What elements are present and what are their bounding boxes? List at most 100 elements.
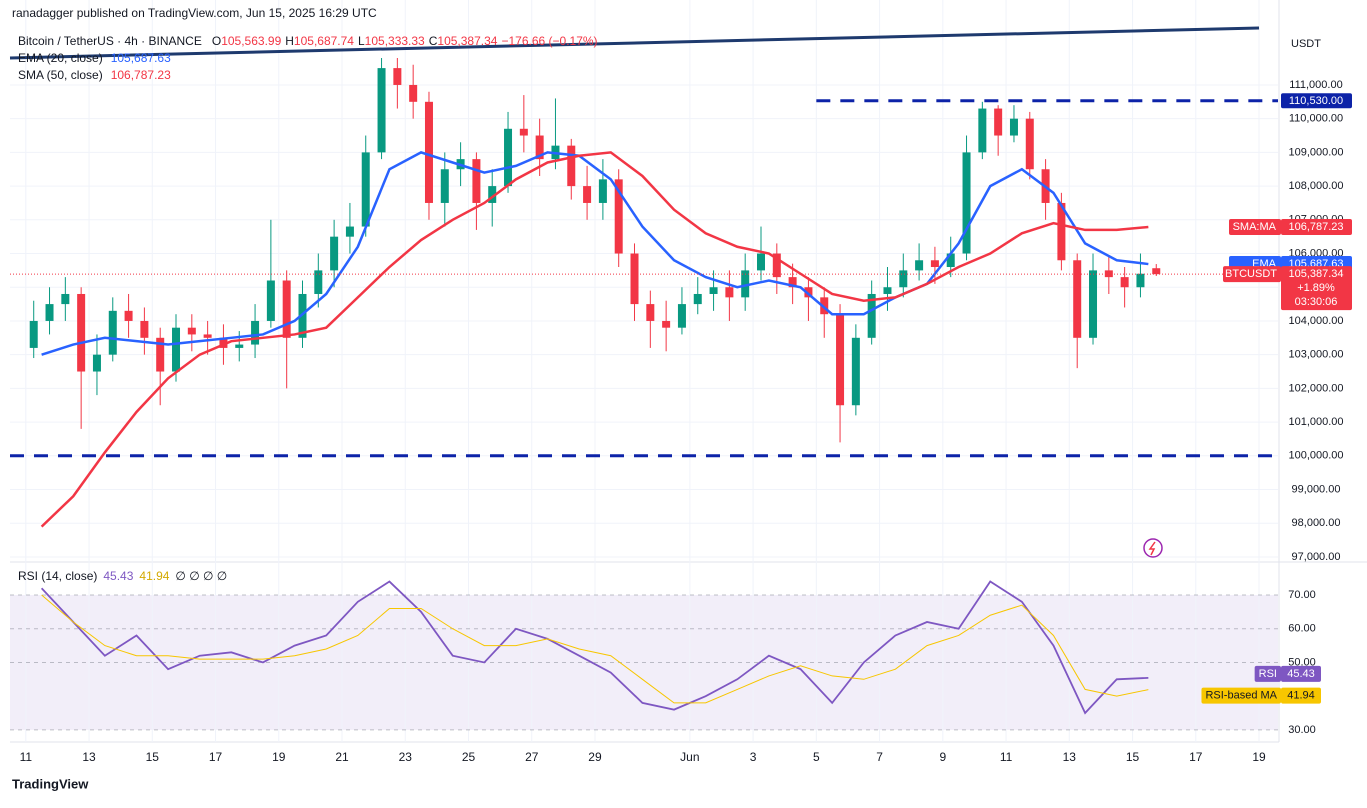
legend-value: 105,387.34 (437, 34, 497, 48)
candle-body (1089, 270, 1098, 338)
x-tick-label: 7 (876, 750, 883, 764)
legend: EMA (20, close) 105,687.63 (18, 51, 171, 65)
candle-body (788, 277, 797, 288)
rsi-tag-label: 45.43 (1287, 668, 1315, 680)
x-tick-label: 19 (1252, 750, 1266, 764)
price-tag (1281, 218, 1352, 235)
candle-body (693, 293, 702, 305)
candle-body (1136, 273, 1145, 288)
candle-body (187, 327, 196, 335)
candle-body (77, 293, 86, 372)
y-tick-label: 102,000.00 (1288, 382, 1343, 394)
legend: RSI (14, close) 45.43 41.94 ∅ ∅ ∅ ∅ (18, 569, 227, 583)
x-tick-label: 21 (335, 750, 349, 764)
candle-body (219, 337, 228, 348)
candle-body (409, 84, 418, 102)
y-tick-label: 50.00 (1288, 656, 1316, 668)
indicator-tag-name (1229, 218, 1281, 235)
currency: USDT (1291, 38, 1321, 50)
candle-body (851, 337, 860, 406)
price-tag (1281, 93, 1352, 109)
x-tick-label: 27 (525, 750, 539, 764)
y-tick-label: 111,000.00 (1289, 79, 1342, 91)
x-tick-label: 5 (813, 750, 820, 764)
brand: TradingView (12, 776, 89, 791)
y-tick-label: 110,000.00 (1289, 113, 1343, 125)
candle-body (235, 344, 244, 348)
rsi-tag-name-bg (1201, 687, 1281, 704)
price-tag-label: 106,787.23 (1288, 221, 1343, 233)
rsi-tag-label: 41.94 (1287, 690, 1315, 702)
candle-body (282, 280, 291, 338)
x-tick-label: 3 (750, 750, 757, 764)
y-tick-label: 99,000.00 (1292, 483, 1341, 495)
legend-value: 105,563.99 (221, 34, 281, 48)
y-tick-label: 97,000.00 (1292, 551, 1341, 563)
y-tick-label: 106,000.00 (1288, 247, 1343, 259)
x-tick-label: 11 (20, 750, 33, 764)
candle-body (772, 253, 781, 278)
candle-body (472, 159, 481, 203)
candle-body (836, 314, 845, 406)
indicator-line (41, 594, 1149, 704)
candle-body (504, 128, 513, 187)
y-tick-label: 108,000.00 (1288, 180, 1343, 192)
rsi-tag-name-bg (1254, 665, 1281, 682)
x-tick-label: 13 (82, 750, 96, 764)
candle-body (930, 260, 939, 268)
candle-body (203, 334, 212, 338)
price-tag-label: 03:30:06 (1295, 296, 1338, 308)
candle-body (756, 253, 765, 271)
legend-key: C (429, 34, 438, 48)
candle-body (393, 68, 402, 85)
x-tick-label: 9 (939, 750, 946, 764)
candle-body (361, 152, 370, 227)
candle-body (883, 287, 892, 294)
candle-body (535, 135, 544, 160)
legend-key: L (358, 34, 365, 48)
candle-body (298, 293, 307, 338)
candle-body (677, 304, 686, 328)
candle-body (583, 186, 592, 203)
candle-body (172, 327, 181, 372)
candle-body (92, 354, 101, 372)
candle-body (345, 226, 354, 237)
candle-body (946, 253, 955, 268)
candle-body (519, 128, 528, 136)
indicator-tag-name-label: SMA:MA (1233, 221, 1277, 233)
indicator-line (40, 151, 1149, 528)
rsi-tag (1281, 687, 1321, 704)
legend-key: O (212, 34, 221, 48)
x-tick-label: 15 (146, 750, 160, 764)
candle-body (488, 186, 497, 203)
legend-name: EMA (20, close) (18, 51, 103, 65)
legend-value: 105,333.33 (365, 34, 425, 48)
y-tick-label: 109,000.00 (1288, 146, 1343, 158)
legend-value: 106,787.23 (111, 68, 171, 82)
x-tick-label: 11 (1000, 750, 1013, 764)
candle-body (962, 152, 971, 254)
legend: SMA (50, close) 106,787.23 (18, 68, 171, 82)
indicator-line (41, 151, 1149, 356)
x-tick-label: 13 (1063, 750, 1077, 764)
candle-body (994, 108, 1003, 136)
price-tag-label: 105,387.34 (1288, 268, 1343, 280)
candle-body (266, 280, 275, 321)
candle-body (1057, 202, 1066, 261)
y-tick-label: 60.00 (1288, 623, 1316, 635)
candle-body (598, 179, 607, 203)
price-tag-label: 110,530.00 (1289, 95, 1343, 107)
price-tag-label: +1.89% (1297, 282, 1335, 294)
candle-body (108, 310, 117, 355)
publisher: ranadagger published on TradingView.com,… (12, 6, 377, 20)
legend-change: −176.66 (−0.17%) (501, 34, 597, 48)
candle-body (899, 270, 908, 288)
x-tick-label: 25 (462, 750, 476, 764)
legend-name: SMA (50, close) (18, 68, 103, 82)
candle-body (709, 287, 718, 294)
candle-body (646, 304, 655, 321)
x-tick-label: 17 (209, 750, 223, 764)
